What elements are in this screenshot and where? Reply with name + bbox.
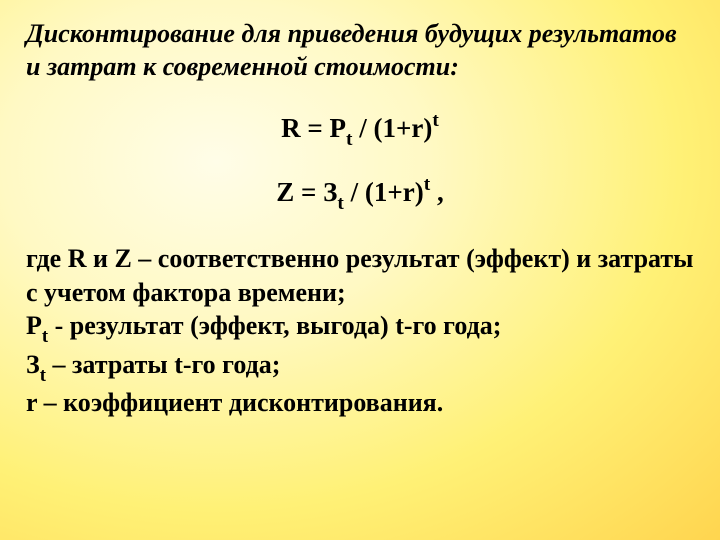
def-line3-b: – затраты t-го года;	[46, 350, 280, 379]
def-line3: Зt – затраты t-го года;	[26, 348, 694, 387]
def-line2-b: - результат (эффект, выгода) t-го года;	[48, 311, 501, 340]
def-line2: Рt - результат (эффект, выгода) t-го год…	[26, 309, 694, 348]
def-line3-sub: t	[40, 365, 46, 386]
formula-r-sup: t	[432, 110, 438, 131]
def-line1: где R и Z – соответственно результат (эф…	[26, 242, 694, 310]
formula-z-trail: ,	[430, 177, 444, 207]
slide-title: Дисконтирование для приведения будущих р…	[26, 18, 694, 83]
formula-r-lhs: R = P	[281, 113, 346, 143]
def-line3-a: З	[26, 350, 40, 379]
formula-z-mid: / (1+r)	[344, 177, 424, 207]
def-line2-sub: t	[42, 326, 48, 347]
def-line2-a: Р	[26, 311, 42, 340]
formulas-block: R = Pt / (1+r)t Z = Зt / (1+r)t ,	[26, 111, 694, 214]
formula-z-sub: t	[337, 193, 343, 214]
formula-z: Z = Зt / (1+r)t ,	[26, 175, 694, 213]
formula-r-sub: t	[346, 129, 352, 150]
formula-r: R = Pt / (1+r)t	[26, 111, 694, 149]
definitions-block: где R и Z – соответственно результат (эф…	[26, 242, 694, 420]
def-line4: r – коэффициент дисконтирования.	[26, 386, 694, 420]
formula-r-mid: / (1+r)	[353, 113, 433, 143]
formula-z-lhs: Z = З	[276, 177, 337, 207]
formula-z-sup: t	[424, 174, 430, 195]
